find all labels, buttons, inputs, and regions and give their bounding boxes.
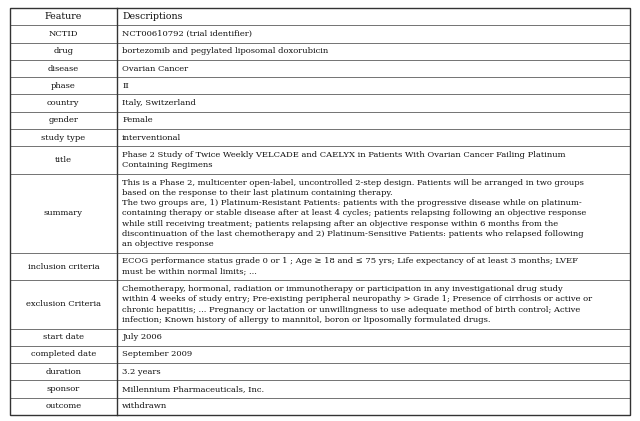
Bar bbox=[116, 398, 630, 415]
Text: an objective response: an objective response bbox=[122, 240, 214, 248]
Bar bbox=[10, 253, 116, 280]
Text: study type: study type bbox=[41, 134, 85, 142]
Bar bbox=[116, 25, 630, 43]
Bar bbox=[10, 43, 116, 60]
Text: within 4 weeks of study entry; Pre-existing peripheral neuropathy > Grade 1; Pre: within 4 weeks of study entry; Pre-exist… bbox=[122, 296, 593, 304]
Text: country: country bbox=[47, 99, 79, 107]
Text: withdrawn: withdrawn bbox=[122, 402, 168, 410]
Text: NCT00610792 (trial identifier): NCT00610792 (trial identifier) bbox=[122, 30, 252, 38]
Bar bbox=[116, 253, 630, 280]
Bar bbox=[10, 77, 116, 94]
Bar bbox=[116, 147, 630, 174]
Bar bbox=[10, 147, 116, 174]
Text: while still receiving treatment; patients relapsing after an objective response : while still receiving treatment; patient… bbox=[122, 220, 558, 228]
Text: Containing Regimens: Containing Regimens bbox=[122, 161, 212, 169]
Bar bbox=[10, 328, 116, 346]
Text: July 2006: July 2006 bbox=[122, 333, 162, 341]
Bar bbox=[116, 129, 630, 147]
Bar bbox=[116, 112, 630, 129]
Bar bbox=[10, 112, 116, 129]
Text: completed date: completed date bbox=[31, 351, 96, 359]
Text: summary: summary bbox=[44, 209, 83, 217]
Text: containing therapy or stable disease after at least 4 cycles; patients relapsing: containing therapy or stable disease aft… bbox=[122, 209, 586, 217]
Text: must be within normal limits; ...: must be within normal limits; ... bbox=[122, 268, 257, 276]
Bar bbox=[10, 60, 116, 77]
Bar bbox=[116, 328, 630, 346]
Text: title: title bbox=[55, 156, 72, 164]
Bar bbox=[10, 94, 116, 112]
Bar bbox=[116, 60, 630, 77]
Text: Chemotherapy, hormonal, radiation or immunotherapy or participation in any inves: Chemotherapy, hormonal, radiation or imm… bbox=[122, 285, 563, 293]
Bar bbox=[10, 129, 116, 147]
Bar bbox=[10, 381, 116, 398]
Bar bbox=[10, 280, 116, 328]
Bar bbox=[116, 280, 630, 328]
Text: sponsor: sponsor bbox=[47, 385, 80, 393]
Text: ECOG performance status grade 0 or 1 ; Age ≥ 18 and ≤ 75 yrs; Life expectancy of: ECOG performance status grade 0 or 1 ; A… bbox=[122, 258, 578, 266]
Text: Italy, Switzerland: Italy, Switzerland bbox=[122, 99, 196, 107]
Bar bbox=[116, 94, 630, 112]
Text: Phase 2 Study of Twice Weekly VELCADE and CAELYX in Patients With Ovarian Cancer: Phase 2 Study of Twice Weekly VELCADE an… bbox=[122, 151, 566, 159]
Text: start date: start date bbox=[43, 333, 84, 341]
Text: II: II bbox=[122, 82, 129, 90]
Text: discontinuation of the last chemotherapy and 2) Platinum-Sensitive Patients: pat: discontinuation of the last chemotherapy… bbox=[122, 230, 584, 238]
Text: interventional: interventional bbox=[122, 134, 182, 142]
Text: Female: Female bbox=[122, 116, 153, 124]
Text: gender: gender bbox=[49, 116, 78, 124]
Bar bbox=[10, 8, 116, 25]
Text: disease: disease bbox=[48, 64, 79, 72]
Text: This is a Phase 2, multicenter open-label, uncontrolled 2-step design. Patients : This is a Phase 2, multicenter open-labe… bbox=[122, 179, 584, 187]
Text: phase: phase bbox=[51, 82, 76, 90]
Text: based on the response to their last platinum containing therapy.: based on the response to their last plat… bbox=[122, 189, 393, 197]
Text: bortezomib and pegylated liposomal doxorubicin: bortezomib and pegylated liposomal doxor… bbox=[122, 47, 328, 55]
Text: Feature: Feature bbox=[45, 12, 82, 21]
Text: exclusion Criteria: exclusion Criteria bbox=[26, 301, 101, 309]
Text: chronic hepatitis; ... Pregnancy or lactation or unwillingness to use adequate m: chronic hepatitis; ... Pregnancy or lact… bbox=[122, 306, 580, 314]
Text: Ovarian Cancer: Ovarian Cancer bbox=[122, 64, 188, 72]
Text: 3.2 years: 3.2 years bbox=[122, 368, 161, 376]
Text: NCTID: NCTID bbox=[49, 30, 78, 38]
Bar bbox=[116, 346, 630, 363]
Bar bbox=[116, 43, 630, 60]
Bar bbox=[116, 174, 630, 253]
Text: infection; Known history of allergy to mannitol, boron or liposomally formulated: infection; Known history of allergy to m… bbox=[122, 316, 491, 324]
Text: September 2009: September 2009 bbox=[122, 351, 193, 359]
Bar bbox=[116, 363, 630, 381]
Bar bbox=[116, 77, 630, 94]
Text: drug: drug bbox=[53, 47, 74, 55]
Bar bbox=[10, 363, 116, 381]
Text: The two groups are, 1) Platinum-Resistant Patients: patients with the progressiv: The two groups are, 1) Platinum-Resistan… bbox=[122, 199, 582, 207]
Bar bbox=[10, 174, 116, 253]
Bar bbox=[116, 8, 630, 25]
Text: inclusion criteria: inclusion criteria bbox=[28, 263, 99, 271]
Bar bbox=[116, 381, 630, 398]
Bar bbox=[10, 346, 116, 363]
Bar bbox=[10, 398, 116, 415]
Text: Descriptions: Descriptions bbox=[122, 12, 182, 21]
Text: outcome: outcome bbox=[45, 402, 81, 410]
Text: duration: duration bbox=[45, 368, 81, 376]
Bar bbox=[10, 25, 116, 43]
Text: Millennium Pharmaceuticals, Inc.: Millennium Pharmaceuticals, Inc. bbox=[122, 385, 264, 393]
